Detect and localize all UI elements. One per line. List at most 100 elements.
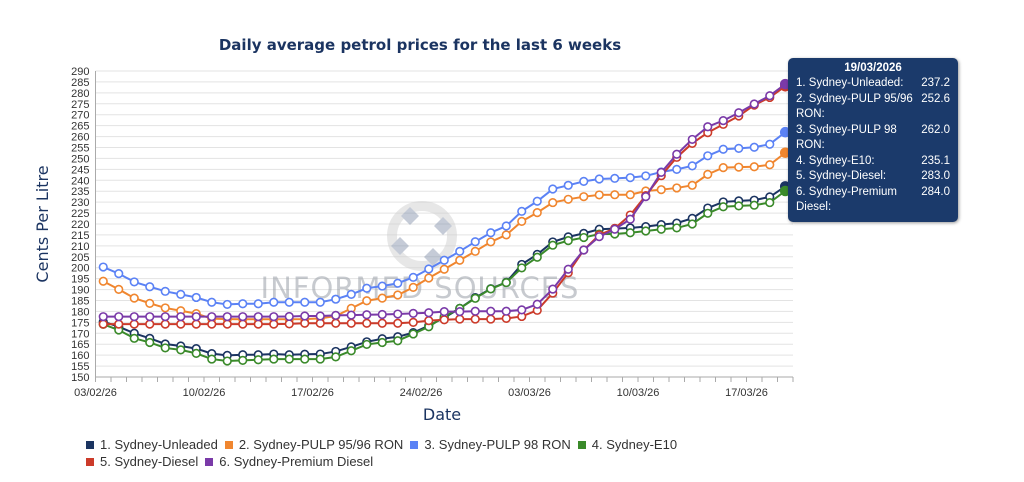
data-point bbox=[563, 180, 573, 190]
data-point bbox=[98, 312, 108, 322]
y-tick-label: 175 bbox=[71, 317, 89, 329]
tooltip-value: 283.0 bbox=[921, 170, 950, 182]
tooltip-value: 237.2 bbox=[921, 77, 950, 89]
legend-swatch bbox=[224, 440, 233, 449]
data-point bbox=[346, 346, 356, 356]
data-point bbox=[315, 354, 325, 364]
watermark-text: INFORMED SOURCES bbox=[261, 271, 580, 305]
data-point bbox=[346, 318, 356, 328]
data-point bbox=[672, 164, 682, 174]
legend-label: 3. Sydney-PULP 98 RON bbox=[424, 437, 571, 452]
data-point bbox=[672, 149, 682, 159]
legend-item[interactable]: 1. Sydney-Unleaded bbox=[86, 436, 218, 453]
y-tick-label: 240 bbox=[71, 175, 89, 187]
watermark-logo bbox=[387, 201, 457, 271]
data-point bbox=[393, 309, 403, 319]
tooltip-label: 5. Sydney-Diesel: bbox=[796, 170, 887, 182]
data-point bbox=[656, 185, 666, 195]
data-point bbox=[377, 318, 387, 328]
data-point bbox=[377, 337, 387, 348]
x-tick-label: 03/03/26 bbox=[508, 387, 551, 399]
data-point bbox=[486, 314, 496, 324]
tooltip-value: 262.0 bbox=[921, 123, 950, 136]
data-point bbox=[594, 232, 604, 242]
data-point bbox=[625, 173, 635, 183]
data-point bbox=[191, 348, 201, 358]
legend-swatch bbox=[577, 440, 586, 449]
data-point bbox=[284, 354, 294, 364]
legend-label: 5. Sydney-Diesel bbox=[100, 454, 199, 469]
data-point bbox=[579, 232, 589, 243]
tooltip-row: 1. Sydney-Unleaded: 237.2 bbox=[796, 76, 950, 92]
tooltip-label: 1. Sydney-Unleaded: bbox=[796, 77, 904, 89]
data-point bbox=[98, 262, 108, 272]
data-point bbox=[563, 194, 573, 204]
data-point bbox=[269, 297, 279, 307]
y-tick-label: 170 bbox=[71, 328, 89, 340]
legend-item[interactable]: 2. Sydney-PULP 95/96 RON bbox=[224, 436, 404, 453]
data-point bbox=[160, 303, 170, 313]
y-tick-label: 225 bbox=[71, 208, 89, 220]
data-point bbox=[439, 264, 449, 274]
data-point bbox=[470, 237, 480, 247]
data-point bbox=[641, 226, 651, 236]
data-point bbox=[160, 312, 170, 322]
data-point bbox=[207, 319, 217, 329]
data-point bbox=[470, 246, 480, 256]
data-point bbox=[238, 319, 248, 329]
data-point bbox=[129, 277, 139, 287]
y-tick-label: 185 bbox=[71, 296, 89, 308]
data-point bbox=[687, 180, 697, 190]
data-point bbox=[129, 312, 139, 322]
data-point bbox=[284, 297, 294, 307]
y-tick-label: 255 bbox=[71, 143, 89, 155]
legend-item[interactable]: 3. Sydney-PULP 98 RON bbox=[410, 436, 571, 453]
legend: 1. Sydney-Unleaded 2. Sydney-PULP 95/96 R… bbox=[86, 436, 686, 470]
data-point bbox=[176, 319, 186, 329]
data-point bbox=[765, 197, 775, 208]
data-point bbox=[703, 122, 713, 132]
legend-label: 2. Sydney-PULP 95/96 RON bbox=[238, 437, 404, 452]
data-point bbox=[377, 281, 387, 291]
data-point bbox=[145, 312, 155, 322]
data-point bbox=[532, 196, 542, 206]
data-point bbox=[222, 356, 232, 366]
data-point bbox=[114, 284, 124, 294]
data-point bbox=[486, 237, 496, 247]
data-point bbox=[548, 197, 558, 208]
tooltip-row: 4. Sydney-E10: 235.1 bbox=[796, 154, 950, 170]
data-point bbox=[269, 354, 279, 364]
data-point bbox=[114, 312, 124, 322]
data-point bbox=[734, 108, 744, 118]
series-6 bbox=[98, 78, 791, 322]
data-point bbox=[563, 236, 573, 246]
data-point bbox=[470, 314, 480, 324]
data-point bbox=[610, 173, 620, 183]
data-point bbox=[424, 264, 434, 274]
data-point bbox=[176, 312, 186, 322]
y-tick-label: 150 bbox=[71, 372, 89, 384]
data-point bbox=[176, 289, 186, 299]
data-point bbox=[579, 245, 589, 255]
data-point bbox=[548, 284, 558, 294]
data-point bbox=[501, 230, 511, 240]
data-point bbox=[222, 299, 232, 310]
data-point bbox=[315, 297, 325, 307]
y-tick-label: 245 bbox=[71, 164, 89, 176]
data-point bbox=[486, 228, 496, 238]
watermark-diamond bbox=[391, 237, 409, 255]
y-axis-title: Cents Per Litre bbox=[33, 165, 52, 282]
data-point bbox=[501, 221, 511, 231]
data-point bbox=[486, 306, 496, 316]
data-point bbox=[300, 311, 310, 321]
data-point bbox=[253, 312, 263, 322]
watermark-diamond bbox=[401, 207, 419, 225]
data-point bbox=[687, 219, 697, 229]
data-point bbox=[315, 311, 325, 321]
legend-item[interactable]: 5. Sydney-Diesel bbox=[86, 453, 198, 470]
data-point bbox=[362, 296, 372, 306]
data-point bbox=[393, 318, 403, 328]
legend-item[interactable]: 4. Sydney-E10 bbox=[577, 436, 677, 453]
tooltip-label: 4. Sydney-E10: bbox=[796, 154, 875, 167]
legend-item[interactable]: 6. Sydney-Premium Diesel bbox=[205, 453, 373, 470]
